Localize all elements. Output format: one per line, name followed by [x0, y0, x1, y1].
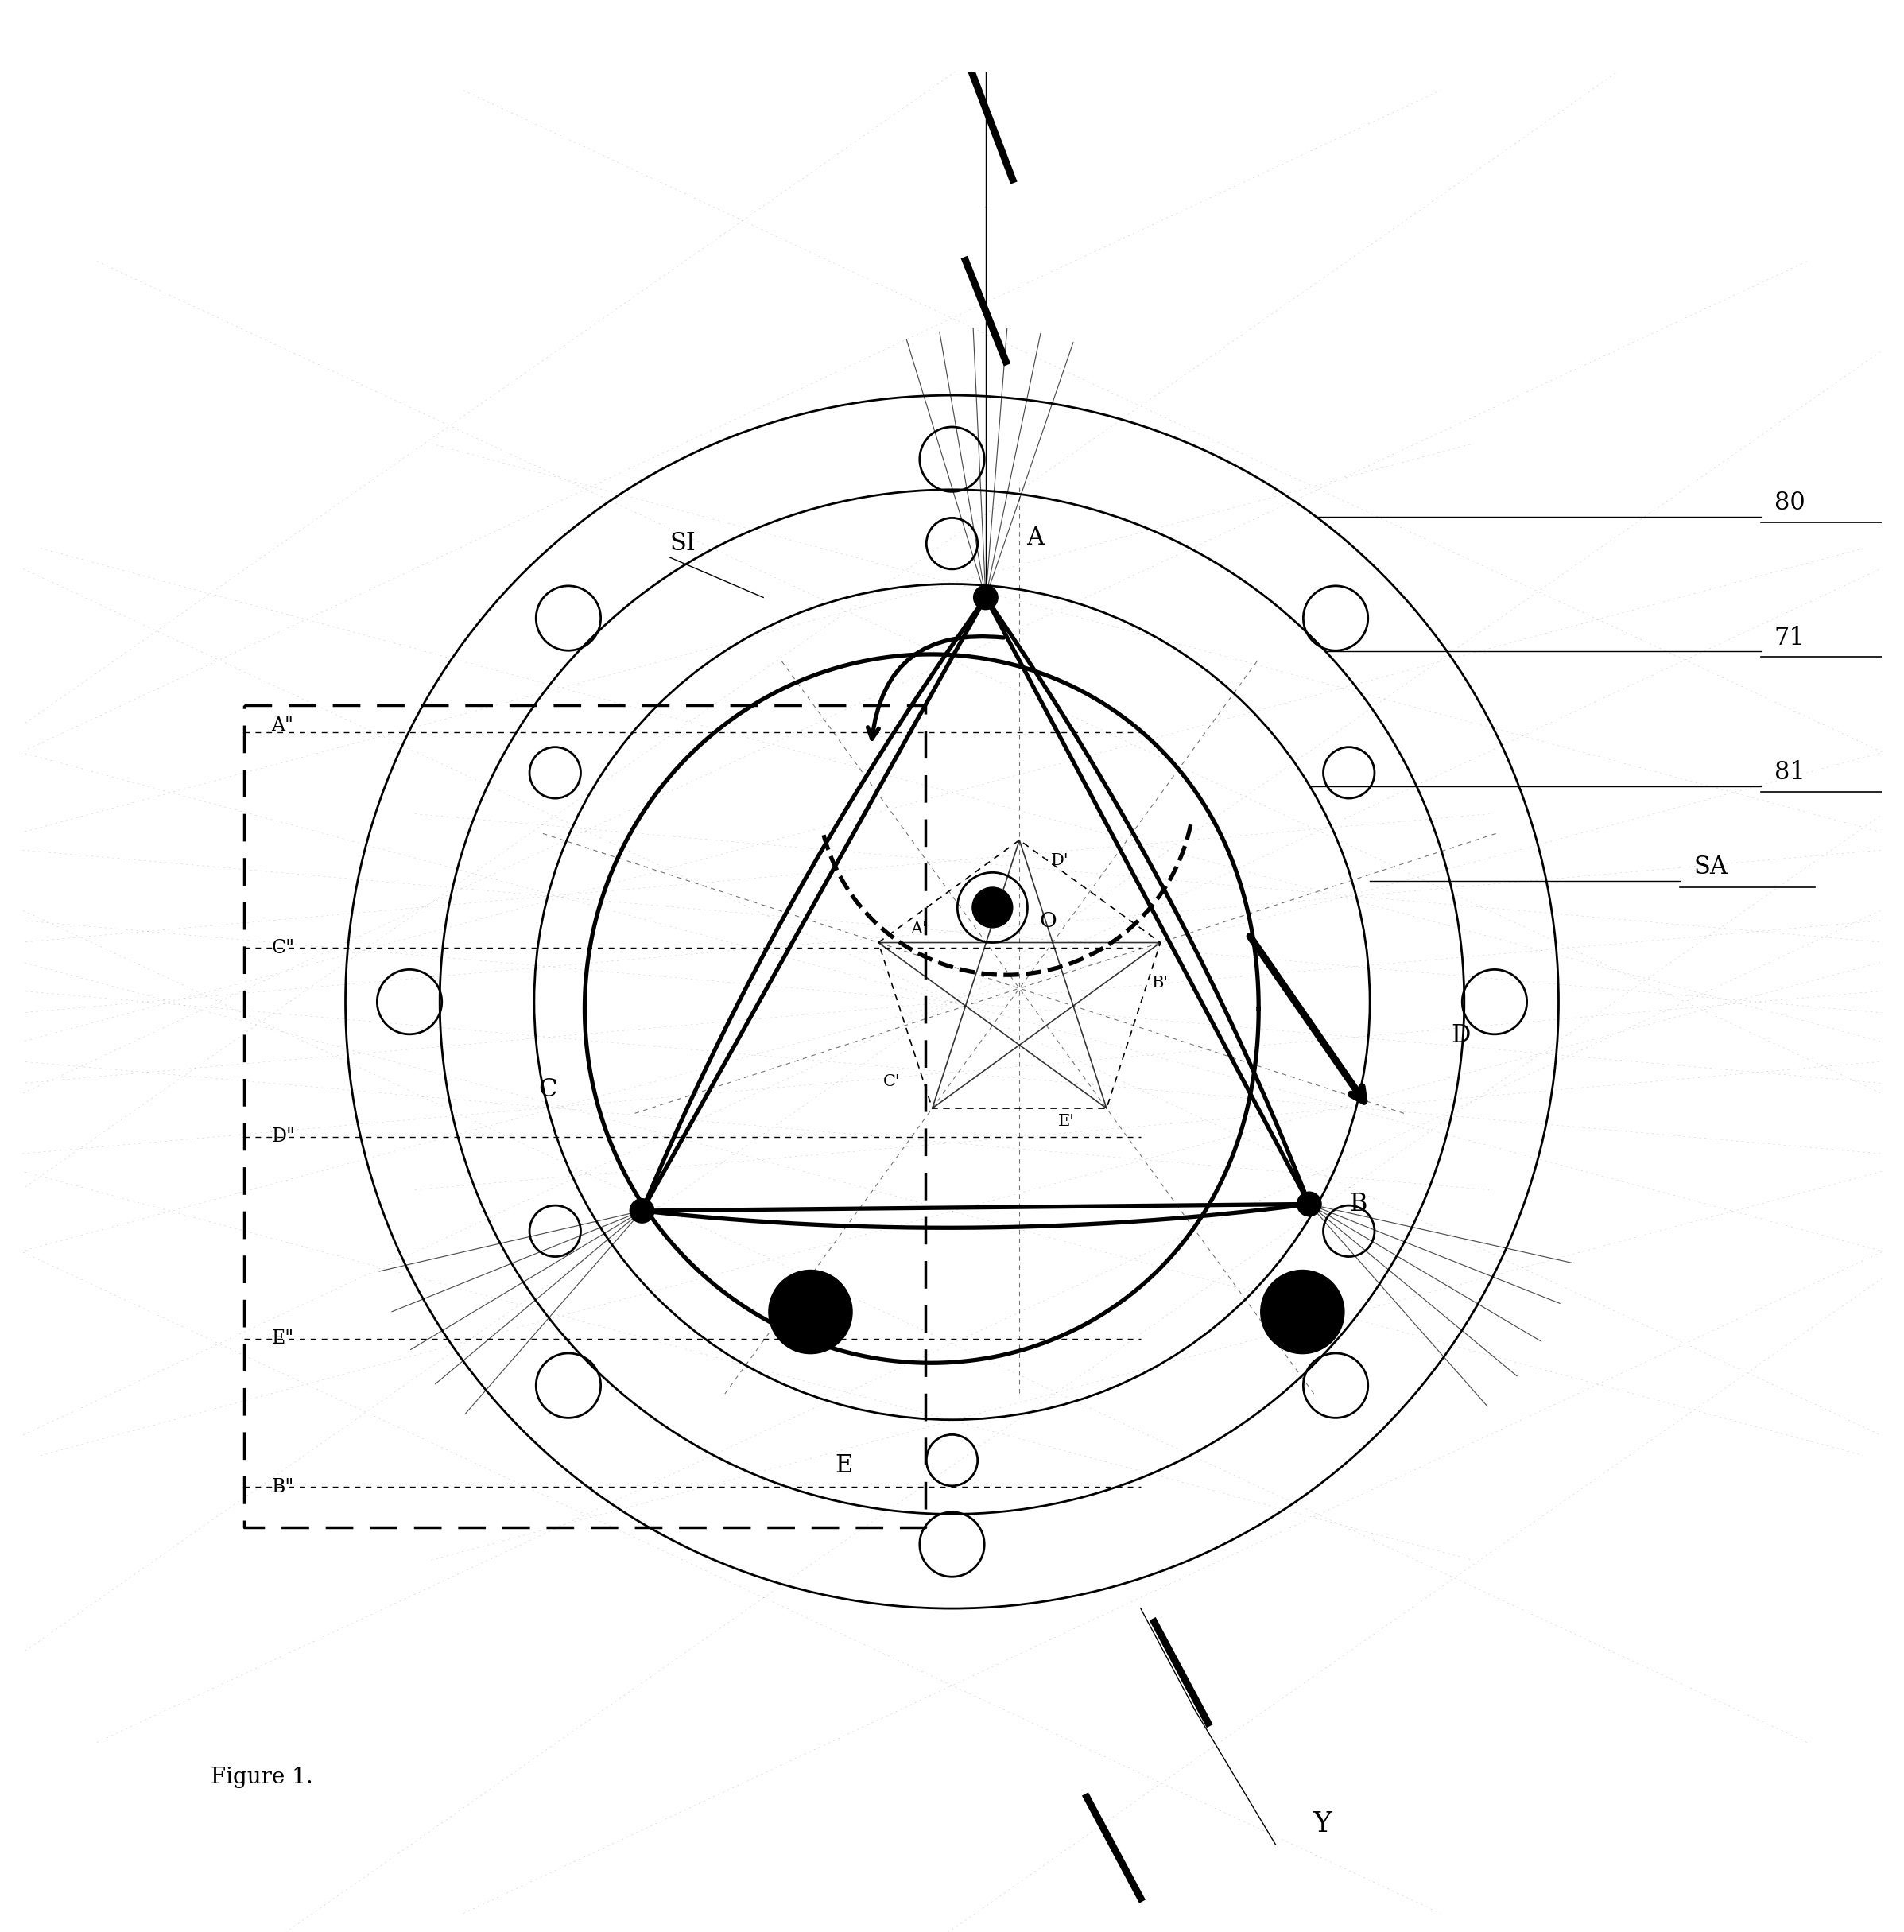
Text: X: X — [1030, 0, 1049, 4]
Text: Figure 1.: Figure 1. — [211, 1766, 312, 1787]
Text: 81: 81 — [1775, 761, 1805, 784]
Circle shape — [1297, 1192, 1321, 1217]
Text: A": A" — [270, 717, 293, 734]
Circle shape — [973, 887, 1013, 927]
Text: Y: Y — [1314, 1810, 1333, 1837]
Circle shape — [973, 585, 998, 611]
Text: C': C' — [883, 1074, 901, 1090]
Circle shape — [769, 1269, 853, 1354]
Text: D': D' — [1051, 852, 1068, 867]
Text: B': B' — [1152, 976, 1169, 991]
Text: 80: 80 — [1775, 491, 1805, 516]
Text: E: E — [836, 1453, 853, 1478]
Text: 71: 71 — [1775, 626, 1805, 651]
Text: B": B" — [270, 1478, 293, 1495]
Text: C: C — [539, 1078, 558, 1101]
Text: SI: SI — [670, 531, 695, 556]
Text: D": D" — [270, 1128, 295, 1146]
Text: C": C" — [270, 939, 295, 956]
Text: A': A' — [910, 922, 927, 937]
Text: SA: SA — [1693, 854, 1727, 879]
Text: B: B — [1350, 1192, 1367, 1217]
Text: O: O — [1040, 912, 1057, 931]
Circle shape — [630, 1198, 655, 1223]
Text: E": E" — [270, 1329, 293, 1349]
Text: E': E' — [1059, 1115, 1074, 1130]
Text: D: D — [1451, 1024, 1470, 1047]
Text: A: A — [1026, 526, 1043, 551]
Circle shape — [1260, 1269, 1344, 1354]
